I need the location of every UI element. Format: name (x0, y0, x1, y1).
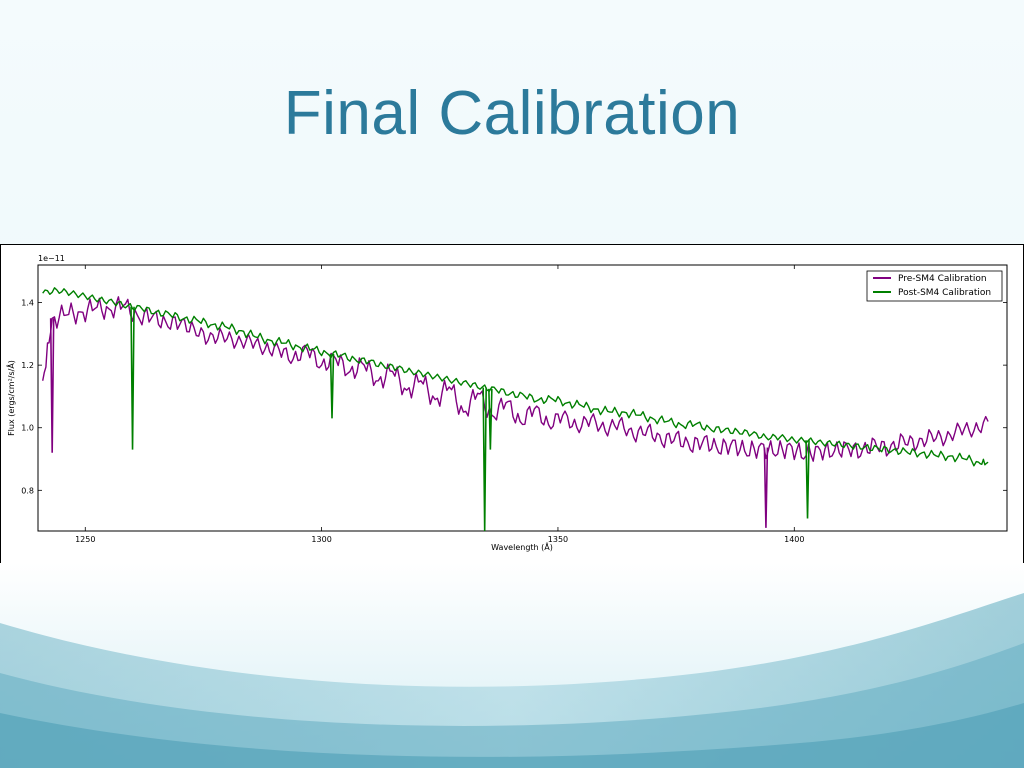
absorption-line (482, 387, 487, 532)
chart-frame: 1250 1300 1350 1400 0.8 1.0 1.2 1.4 1e−11 Wavel… (0, 244, 1024, 564)
absorption-line (329, 353, 335, 419)
absorption-line (805, 440, 810, 519)
legend-box (866, 270, 1003, 302)
x-axis-label: Wavelength (Å) (491, 541, 553, 552)
absorption-line (763, 447, 769, 528)
series-line-pre-sm4 (42, 296, 989, 462)
x-tick-label: 1300 (311, 535, 331, 544)
slide-title: Final Calibration (283, 79, 741, 148)
y-tick-label: 1.2 (21, 361, 34, 370)
y-tick-label: 1.0 (21, 424, 34, 433)
x-tick-label: 1350 (548, 535, 568, 544)
spectrum-chart: 1250 1300 1350 1400 0.8 1.0 1.2 1.4 1e−11 Wavel… (5, 254, 1008, 552)
y-axis-label: Flux (ergs/cm²/s/Å) (5, 360, 16, 436)
x-tick-label: 1400 (784, 535, 804, 544)
legend: Pre-SM4 Calibration Post-SM4 Calibration (866, 270, 1003, 302)
x-tick-label: 1250 (75, 535, 95, 544)
legend-label-pre-sm4: Pre-SM4 Calibration (898, 274, 987, 284)
offset-label: 1e−11 (38, 254, 65, 263)
plot-area (37, 264, 1008, 532)
absorption-line (49, 318, 55, 453)
y-tick-label: 0.8 (21, 486, 34, 495)
legend-label-post-sm4: Post-SM4 Calibration (898, 288, 991, 298)
y-tick-label: 1.4 (21, 299, 34, 308)
decorative-wave-band (0, 563, 1024, 768)
series-line-post-sm4 (42, 287, 989, 467)
absorption-line (488, 388, 493, 450)
